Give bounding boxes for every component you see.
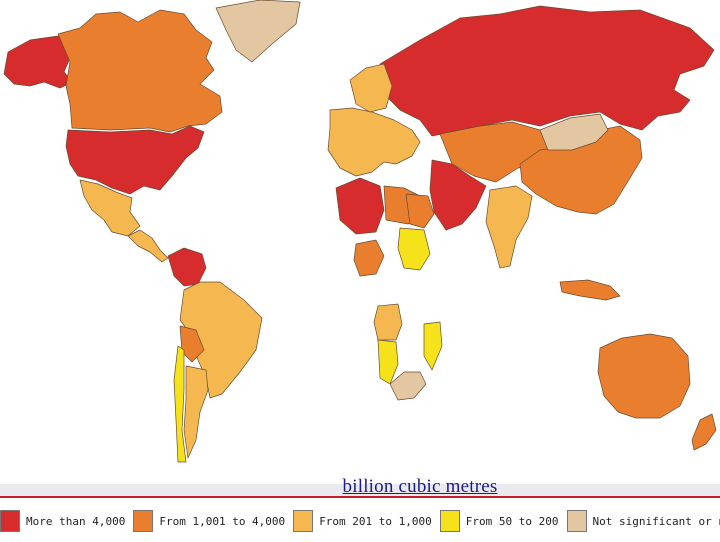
legend-swatch bbox=[0, 510, 20, 532]
legend-swatch bbox=[440, 510, 460, 532]
legend-swatch bbox=[567, 510, 587, 532]
legend-label: More than 4,000 bbox=[26, 515, 125, 528]
legend-item-1001-to-4000: From 1,001 to 4,000 bbox=[133, 510, 285, 532]
legend-label: Not significant or n.a. bbox=[593, 515, 720, 528]
legend-label: From 201 to 1,000 bbox=[319, 515, 432, 528]
world-map bbox=[0, 0, 720, 470]
legend-bar: More than 4,000 From 1,001 to 4,000 From… bbox=[0, 496, 720, 542]
legend-item-more-than-4000: More than 4,000 bbox=[0, 510, 125, 532]
region-australia bbox=[598, 334, 690, 418]
unit-caption: billion cubic metres bbox=[0, 476, 720, 498]
legend-item-50-to-200: From 50 to 200 bbox=[440, 510, 559, 532]
world-map-area bbox=[0, 0, 720, 470]
legend-item-not-significant: Not significant or n.a. bbox=[567, 510, 720, 532]
legend-label: From 50 to 200 bbox=[466, 515, 559, 528]
legend: More than 4,000 From 1,001 to 4,000 From… bbox=[0, 508, 720, 534]
legend-item-201-to-1000: From 201 to 1,000 bbox=[293, 510, 432, 532]
region-angola bbox=[374, 304, 402, 340]
legend-swatch bbox=[133, 510, 153, 532]
legend-label: From 1,001 to 4,000 bbox=[159, 515, 285, 528]
legend-swatch bbox=[293, 510, 313, 532]
